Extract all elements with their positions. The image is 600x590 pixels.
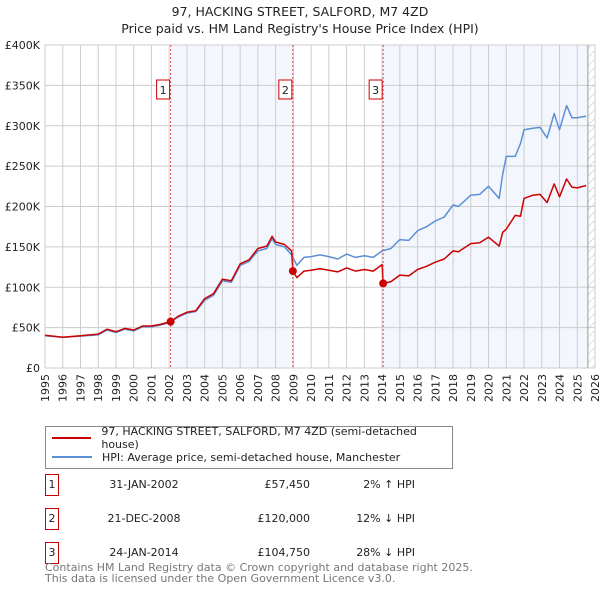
footer-copyright: Contains HM Land Registry data © Crown c…: [45, 561, 473, 574]
x-tick-label: 2013: [358, 374, 371, 402]
transaction-hpi-diff: 12% ↓ HPI: [356, 512, 415, 525]
x-tick-label: 2014: [376, 374, 389, 402]
sale-label: 2: [282, 84, 289, 97]
y-tick-label: £100K: [5, 281, 41, 294]
legend-item-property: 97, HACKING STREET, SALFORD, M7 4ZD (sem…: [52, 425, 452, 451]
transaction-hpi-diff: 2% ↑ HPI: [363, 478, 415, 491]
x-tick-label: 1998: [92, 374, 105, 402]
legend-label-property: 97, HACKING STREET, SALFORD, M7 4ZD (sem…: [101, 425, 417, 451]
legend: 97, HACKING STREET, SALFORD, M7 4ZD (sem…: [45, 425, 453, 469]
x-tick-label: 2008: [270, 374, 283, 402]
chart-subtitle: Price paid vs. HM Land Registry's House …: [121, 21, 479, 36]
x-tick-label: 2012: [341, 374, 354, 402]
transaction-date: 31-JAN-2002: [109, 478, 179, 491]
x-tick-label: 2004: [199, 374, 212, 402]
x-tick-label: 2010: [305, 374, 318, 402]
legend-label-hpi: HPI: Average price, semi-detached house,…: [102, 450, 401, 464]
x-tick-label: 1999: [110, 374, 123, 402]
x-tick-label: 2017: [429, 374, 442, 402]
sale-label: 3: [372, 84, 379, 97]
transaction-price: £120,000: [257, 512, 311, 525]
sale-label-box: [156, 79, 171, 100]
transaction-number: 1: [45, 474, 59, 496]
x-tick-label: 2000: [128, 374, 141, 402]
chart-title: 97, HACKING STREET, SALFORD, M7 4ZD: [171, 4, 429, 19]
x-tick-label: 2003: [181, 374, 194, 402]
transaction-hpi-diff: 28% ↓ HPI: [356, 546, 415, 559]
x-tick-label: 2009: [287, 374, 300, 402]
x-tick-label: 2022: [518, 374, 531, 402]
x-tick-label: 2001: [145, 374, 158, 402]
x-tick-label: 2007: [252, 374, 265, 402]
legend-swatch-blue: [52, 456, 92, 458]
legend-item-hpi: HPI: Average price, semi-detached house,…: [52, 448, 400, 466]
x-tick-label: 1995: [39, 374, 52, 402]
y-tick-label: £350K: [5, 79, 41, 92]
x-tick-label: 2020: [483, 374, 496, 402]
y-tick-label: £150K: [5, 241, 41, 254]
sale-point: [288, 267, 297, 276]
x-tick-label: 1997: [74, 374, 87, 402]
transaction-price: £104,750: [257, 546, 311, 559]
transaction-date: 21-DEC-2008: [107, 512, 181, 525]
x-tick-label: 2002: [163, 374, 176, 402]
x-tick-label: 2011: [323, 374, 336, 402]
y-tick-label: £250K: [5, 160, 41, 173]
x-tick-label: 2018: [447, 374, 460, 402]
x-tick-label: 2015: [394, 374, 407, 402]
sale-label-box: [278, 79, 293, 100]
x-tick-label: 2021: [500, 374, 513, 402]
x-tick-label: 2005: [216, 374, 229, 402]
y-tick-label: £200K: [5, 201, 41, 214]
transaction-date: 24-JAN-2014: [109, 546, 179, 559]
transaction-number: 3: [45, 542, 59, 564]
legend-swatch-red: [52, 437, 92, 439]
x-tick-label: 2023: [536, 374, 549, 402]
x-tick-label: 2025: [571, 374, 584, 402]
y-tick-label: £0: [26, 362, 40, 375]
transaction-number: 2: [45, 508, 59, 530]
hpi-line: [44, 104, 587, 339]
x-tick-label: 2026: [589, 374, 600, 402]
x-tick-label: 2019: [465, 374, 478, 402]
y-tick-label: £400K: [5, 39, 41, 52]
x-tick-label: 2024: [554, 374, 567, 402]
sale-point: [166, 317, 175, 326]
y-tick-label: £50K: [12, 322, 41, 335]
sale-label: 1: [160, 84, 167, 97]
sale-point: [379, 279, 388, 288]
footer-licence: This data is licensed under the Open Gov…: [45, 572, 396, 585]
x-tick-label: 2016: [412, 374, 425, 402]
x-tick-label: 2006: [234, 374, 247, 402]
sale-label-box: [368, 79, 383, 100]
x-tick-label: 1996: [57, 374, 70, 402]
transaction-price: £57,450: [264, 478, 311, 491]
price-chart: 1995 1996 1997 1998 1999 2000 2001 2002 2003 2004…: [5, 39, 600, 402]
y-tick-label: £300K: [5, 120, 41, 133]
